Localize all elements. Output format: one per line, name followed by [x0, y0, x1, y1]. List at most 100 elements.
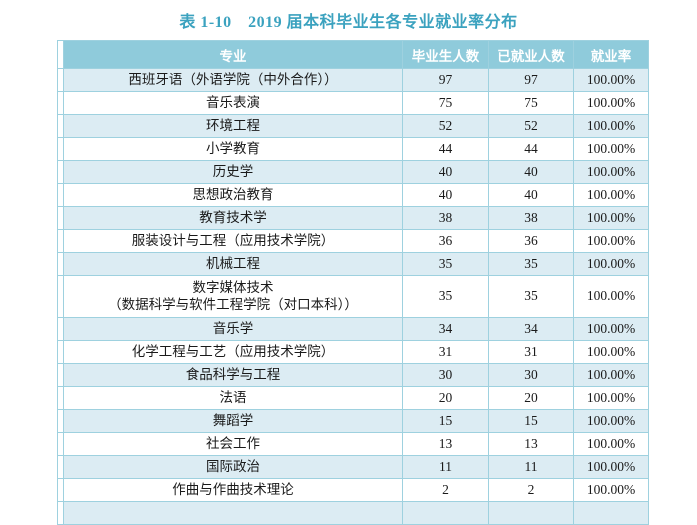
- major-cell: 环境工程: [63, 114, 403, 138]
- graduates-cell: 35: [402, 252, 489, 276]
- graduates-cell: 31: [402, 340, 489, 364]
- employed-cell: 52: [488, 114, 574, 138]
- graduates-cell: 36: [402, 229, 489, 253]
- employed-cell: 35: [488, 252, 574, 276]
- rate-cell: 100.00%: [573, 386, 649, 410]
- employed-cell: 2: [488, 478, 574, 502]
- major-cell: 历史学: [63, 160, 403, 184]
- table-body: 西班牙语（外语学院（中外合作）） 97 97 100.00% 音乐表演 75 75 100.0…: [57, 68, 649, 525]
- rate-cell: 100.00%: [573, 363, 649, 387]
- page-title: 表 1-10 2019 届本科毕业生各专业就业率分布: [179, 14, 518, 31]
- major-cell: 法语: [63, 386, 403, 410]
- employed-cell: [488, 501, 574, 525]
- rate-cell: 100.00%: [573, 206, 649, 230]
- table-row: 小学教育 44 44 100.00%: [57, 137, 649, 161]
- table-row: 国际政治 11 11 100.00%: [57, 455, 649, 479]
- graduates-cell: 52: [402, 114, 489, 138]
- column-header-rate: 就业率: [573, 40, 649, 69]
- major-cell: 服装设计与工程（应用技术学院）: [63, 229, 403, 253]
- table-row: 环境工程 52 52 100.00%: [57, 114, 649, 138]
- table-row: 舞蹈学 15 15 100.00%: [57, 409, 649, 433]
- table-row: 服装设计与工程（应用技术学院） 36 36 100.00%: [57, 229, 649, 253]
- employed-cell: 38: [488, 206, 574, 230]
- major-cell: 作曲与作曲技术理论: [63, 478, 403, 502]
- rate-cell: 100.00%: [573, 137, 649, 161]
- rate-cell: 100.00%: [573, 183, 649, 207]
- major-cell: 舞蹈学: [63, 409, 403, 433]
- table-row: 历史学 40 40 100.00%: [57, 160, 649, 184]
- employed-cell: 20: [488, 386, 574, 410]
- table-row: 教育技术学 38 38 100.00%: [57, 206, 649, 230]
- graduates-cell: [402, 501, 489, 525]
- employed-cell: 15: [488, 409, 574, 433]
- rate-cell: 100.00%: [573, 252, 649, 276]
- graduates-cell: 40: [402, 160, 489, 184]
- employed-cell: 40: [488, 160, 574, 184]
- rate-cell: [573, 501, 649, 525]
- rate-cell: 100.00%: [573, 432, 649, 456]
- table-header: 专业 毕业生人数 已就业人数 就业率: [57, 40, 649, 69]
- major-cell: 食品科学与工程: [63, 363, 403, 387]
- graduates-cell: 44: [402, 137, 489, 161]
- table-row: 音乐表演 75 75 100.00%: [57, 91, 649, 115]
- graduates-cell: 11: [402, 455, 489, 479]
- graduates-cell: 2: [402, 478, 489, 502]
- rate-cell: 100.00%: [573, 478, 649, 502]
- employed-cell: 97: [488, 68, 574, 92]
- column-header-employed: 已就业人数: [488, 40, 574, 69]
- major-cell: 小学教育: [63, 137, 403, 161]
- graduates-cell: 35: [402, 275, 489, 318]
- major-cell: 机械工程: [63, 252, 403, 276]
- rate-cell: 100.00%: [573, 317, 649, 341]
- graduates-cell: 40: [402, 183, 489, 207]
- graduates-cell: 34: [402, 317, 489, 341]
- major-cell: [63, 501, 403, 525]
- employment-rate-table: 专业 毕业生人数 已就业人数 就业率 西班牙语（外语学院（中外合作）） 97 97 1…: [57, 40, 649, 525]
- rate-cell: 100.00%: [573, 160, 649, 184]
- employed-cell: 40: [488, 183, 574, 207]
- major-cell: 化学工程与工艺（应用技术学院）: [63, 340, 403, 364]
- graduates-cell: 13: [402, 432, 489, 456]
- rate-cell: 100.00%: [573, 455, 649, 479]
- table-row: 法语 20 20 100.00%: [57, 386, 649, 410]
- table-row: 思想政治教育 40 40 100.00%: [57, 183, 649, 207]
- table-row: 作曲与作曲技术理论 2 2 100.00%: [57, 478, 649, 502]
- major-cell: 社会工作: [63, 432, 403, 456]
- table-row: 化学工程与工艺（应用技术学院） 31 31 100.00%: [57, 340, 649, 364]
- table-row-partial: [57, 501, 649, 525]
- rate-cell: 100.00%: [573, 409, 649, 433]
- major-cell: 音乐学: [63, 317, 403, 341]
- table-row: 食品科学与工程 30 30 100.00%: [57, 363, 649, 387]
- employed-cell: 13: [488, 432, 574, 456]
- employed-cell: 11: [488, 455, 574, 479]
- rate-cell: 100.00%: [573, 91, 649, 115]
- graduates-cell: 20: [402, 386, 489, 410]
- employed-cell: 31: [488, 340, 574, 364]
- employed-cell: 35: [488, 275, 574, 318]
- graduates-cell: 97: [402, 68, 489, 92]
- major-cell: 思想政治教育: [63, 183, 403, 207]
- employed-cell: 75: [488, 91, 574, 115]
- major-cell: 西班牙语（外语学院（中外合作））: [63, 68, 403, 92]
- major-cell: 数字媒体技术 （数据科学与软件工程学院（对口本科））: [63, 275, 403, 318]
- graduates-cell: 30: [402, 363, 489, 387]
- table-row: 社会工作 13 13 100.00%: [57, 432, 649, 456]
- rate-cell: 100.00%: [573, 275, 649, 318]
- graduates-cell: 38: [402, 206, 489, 230]
- employed-cell: 36: [488, 229, 574, 253]
- rate-cell: 100.00%: [573, 229, 649, 253]
- rate-cell: 100.00%: [573, 68, 649, 92]
- header-row: 专业 毕业生人数 已就业人数 就业率: [57, 40, 649, 69]
- table-row: 机械工程 35 35 100.00%: [57, 252, 649, 276]
- table-row: 数字媒体技术 （数据科学与软件工程学院（对口本科）） 35 35 100.00%: [57, 275, 649, 318]
- rate-cell: 100.00%: [573, 114, 649, 138]
- employed-cell: 34: [488, 317, 574, 341]
- major-cell: 国际政治: [63, 455, 403, 479]
- rate-cell: 100.00%: [573, 340, 649, 364]
- table-row: 音乐学 34 34 100.00%: [57, 317, 649, 341]
- column-header-major: 专业: [63, 40, 403, 69]
- major-cell: 音乐表演: [63, 91, 403, 115]
- graduates-cell: 75: [402, 91, 489, 115]
- graduates-cell: 15: [402, 409, 489, 433]
- employed-cell: 30: [488, 363, 574, 387]
